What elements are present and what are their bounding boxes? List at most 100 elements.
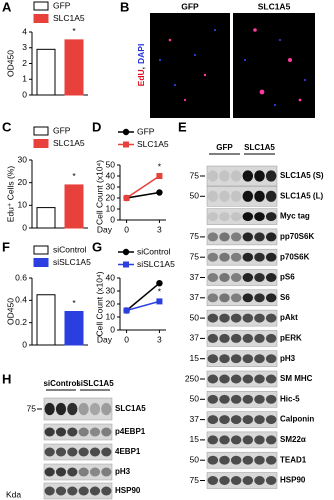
- band: [219, 232, 230, 242]
- blot-row-label: TEAD1: [280, 455, 307, 464]
- marker: [156, 280, 163, 287]
- band: [207, 252, 219, 262]
- panel-label: B: [120, 0, 129, 14]
- band: [219, 252, 230, 262]
- legend-label: siSLC1A5: [53, 257, 91, 267]
- band: [207, 394, 219, 404]
- band: [219, 455, 230, 465]
- stain-label: EdU, DAPI: [136, 44, 146, 87]
- kda-marker: 37: [190, 414, 200, 424]
- band: [219, 333, 230, 343]
- y-tick-label: 10: [106, 311, 116, 321]
- band: [230, 232, 242, 242]
- band: [44, 467, 55, 477]
- band: [89, 467, 101, 477]
- line: [126, 300, 160, 312]
- image-label: SLC1A5: [258, 1, 291, 11]
- band: [254, 394, 265, 404]
- band: [242, 252, 254, 262]
- blot-row-label: HSP90: [280, 476, 306, 485]
- x-axis-label: Day: [97, 334, 113, 344]
- y-tick-label: 0: [110, 214, 115, 224]
- y-axis-label: OD450: [5, 50, 15, 77]
- stain-edu: EdU: [136, 69, 146, 86]
- legend-marker: [122, 248, 130, 256]
- blot-row-label: pERK: [280, 334, 302, 343]
- band: [254, 333, 265, 343]
- y-tick-label: 0: [22, 89, 27, 99]
- blot-row-label: p4EBP1: [115, 427, 146, 436]
- kda-marker: 75: [190, 231, 200, 241]
- band: [78, 486, 89, 496]
- band: [265, 273, 277, 282]
- blot-row-label: SLC1A5 (S): [280, 171, 324, 180]
- band: [265, 190, 277, 202]
- y-tick-label: 0: [22, 339, 27, 349]
- kda-marker: 50: [190, 312, 200, 322]
- band: [219, 313, 230, 323]
- blot-row-label: HSP90: [115, 486, 141, 495]
- band: [207, 212, 219, 222]
- band: [242, 190, 254, 202]
- kda-marker: 15: [190, 434, 200, 444]
- bar: [36, 48, 56, 96]
- panel-label: G: [92, 239, 102, 254]
- band: [219, 170, 230, 182]
- y-tick-label: 0: [22, 222, 27, 232]
- band: [254, 170, 265, 182]
- significance: *: [158, 287, 162, 297]
- band: [230, 415, 242, 425]
- blot-row-label: SM22α: [280, 435, 306, 444]
- band: [67, 467, 78, 477]
- y-tick-label: 0.6: [15, 272, 27, 282]
- image-gfp: [150, 13, 230, 118]
- band: [207, 293, 219, 303]
- band: [254, 354, 265, 364]
- band: [265, 374, 277, 384]
- band: [242, 232, 254, 242]
- y-tick-label: 30: [18, 154, 28, 164]
- legend-swatch: [33, 139, 49, 148]
- kda-marker: 37: [190, 292, 200, 302]
- band: [55, 402, 67, 416]
- band: [207, 435, 219, 445]
- band: [67, 427, 78, 437]
- x-tick-label: 0: [124, 224, 129, 234]
- blot-row-label: SM MHC: [280, 374, 313, 383]
- band: [265, 435, 277, 445]
- y-tick-label: 40: [106, 272, 116, 282]
- x-tick-label: 3: [157, 334, 162, 344]
- band: [207, 190, 219, 202]
- band: [219, 354, 230, 364]
- significance: *: [72, 298, 76, 308]
- band: [44, 447, 55, 457]
- panel-label: F: [2, 239, 10, 254]
- legend-label: siSLC1A5: [137, 259, 175, 269]
- band: [207, 273, 219, 282]
- bar: [36, 294, 56, 346]
- panel-label: A: [2, 0, 12, 14]
- band: [219, 212, 230, 222]
- bar: [36, 207, 56, 229]
- kda-marker: 75: [27, 403, 37, 413]
- band: [230, 170, 242, 182]
- band: [207, 313, 219, 323]
- significance: *: [158, 161, 162, 171]
- x-tick-label: 0: [124, 334, 129, 344]
- band: [242, 374, 254, 384]
- band: [230, 455, 242, 465]
- band: [242, 476, 254, 485]
- x-axis-label: Day: [97, 224, 113, 234]
- y-tick-label: 10: [106, 203, 116, 213]
- legend-swatch: [33, 258, 49, 267]
- kda-marker: 75: [190, 251, 200, 261]
- y-tick-label: 0: [110, 324, 115, 334]
- band: [78, 467, 89, 477]
- band: [265, 476, 277, 485]
- band: [242, 435, 254, 445]
- band: [67, 447, 78, 457]
- legend-label: siControl: [53, 244, 87, 254]
- band: [55, 447, 67, 457]
- band: [207, 333, 219, 343]
